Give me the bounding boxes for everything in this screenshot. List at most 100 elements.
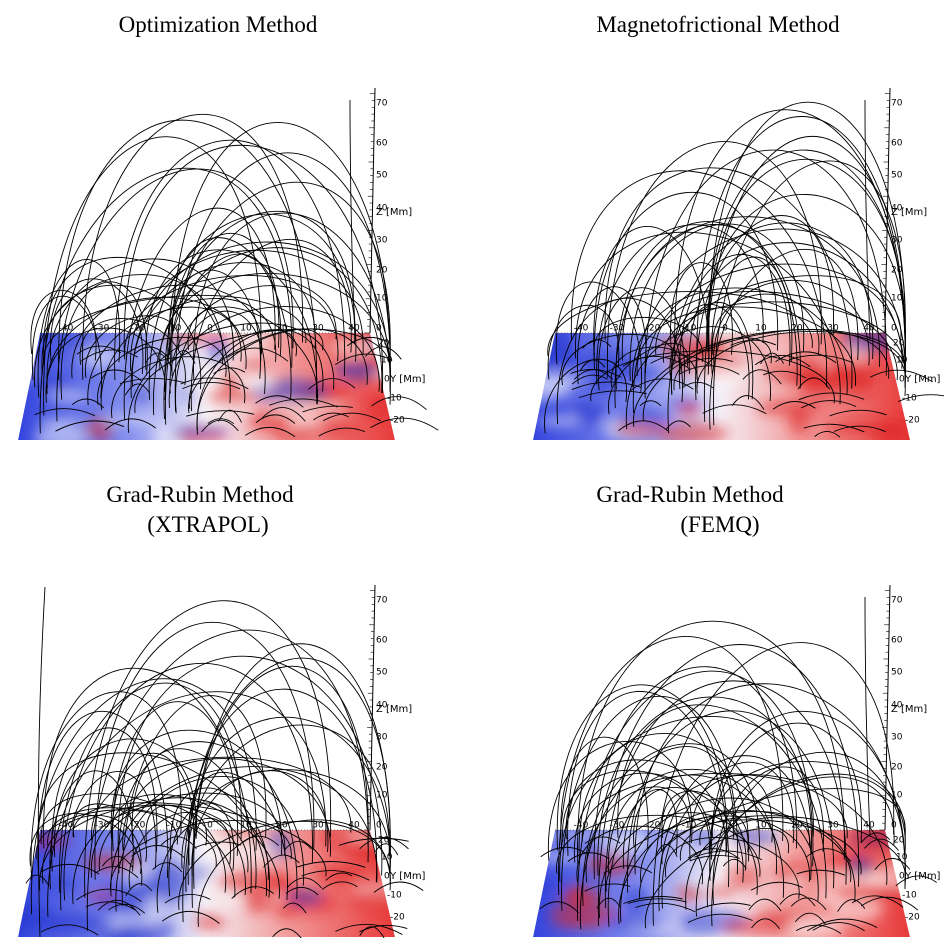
low-field-line: [374, 843, 399, 856]
blob: [676, 401, 702, 417]
blob: [237, 374, 273, 391]
low-field-line: [124, 383, 150, 396]
field-line: [31, 678, 257, 915]
field-line: [46, 296, 247, 395]
low-field-line: [261, 407, 306, 422]
z-tick-label: 30: [376, 733, 388, 743]
z-tick-label: 10: [376, 294, 388, 304]
y-tick-label: -10: [387, 891, 402, 901]
field-line: [71, 284, 262, 379]
low-field-line: [722, 858, 747, 869]
low-field-line: [269, 398, 338, 408]
z-tick-label: 20: [376, 763, 388, 773]
low-field-line: [373, 881, 424, 893]
field-line: [561, 333, 681, 386]
blob: [720, 918, 795, 935]
field-lines: [30, 99, 439, 438]
field-line: [652, 642, 895, 926]
blobs: [533, 830, 910, 937]
field-line: [169, 787, 270, 898]
blob: [838, 373, 875, 396]
blob: [113, 922, 156, 937]
field-line: [188, 328, 324, 414]
field-line: [627, 710, 835, 893]
low-field-line: [655, 844, 678, 857]
blob: [533, 349, 579, 371]
low-field-line: [119, 377, 185, 385]
field-line: [39, 804, 249, 891]
blob: [536, 416, 583, 427]
low-field-line: [285, 886, 319, 896]
low-field-line: [687, 848, 739, 859]
blob: [45, 391, 91, 403]
field-line: [713, 279, 870, 368]
field-line: [198, 819, 391, 927]
low-field-line: [584, 836, 621, 844]
low-field-line: [751, 918, 780, 930]
field-line: [604, 167, 853, 389]
field-line: [556, 684, 728, 853]
blob: [692, 360, 746, 388]
blob: [240, 333, 265, 350]
low-field-line: [860, 832, 891, 843]
low-field-line: [359, 836, 409, 850]
field-line: [63, 771, 157, 901]
blob: [83, 417, 114, 440]
blobs: [18, 830, 395, 937]
blob: [365, 396, 391, 418]
y-tick-label: -10: [387, 394, 402, 404]
field-line: [706, 194, 906, 354]
low-field-line: [80, 349, 139, 362]
field-line: [643, 329, 889, 421]
field-line: [84, 600, 331, 898]
low-field-line: [255, 414, 296, 424]
field-line: [678, 253, 791, 390]
field-line: [585, 786, 691, 883]
low-field-line: [540, 846, 588, 858]
blob: [206, 387, 257, 406]
field-line: [43, 136, 262, 416]
field-line: [111, 701, 239, 869]
open-field-line: [864, 99, 871, 341]
z-tick-label: 50: [891, 668, 903, 678]
blob: [154, 422, 179, 440]
z-tick-label: 30: [891, 733, 903, 743]
field-line: [42, 814, 142, 884]
field-line: [115, 776, 304, 912]
low-field-line: [272, 928, 302, 938]
low-field-line: [687, 913, 753, 924]
x-tick-label: 10: [755, 821, 767, 831]
low-field-line: [40, 924, 99, 936]
field-line: [593, 317, 704, 363]
blob: [788, 916, 845, 937]
blob: [219, 870, 295, 895]
low-field-line: [173, 350, 196, 364]
field-line: [59, 682, 242, 893]
z-tick-label: 20: [891, 763, 903, 773]
y-tick-label: 20: [378, 339, 390, 349]
field-line: [132, 262, 316, 387]
field-line: [593, 192, 779, 370]
blob: [615, 407, 674, 426]
field-line: [544, 358, 628, 434]
z-tick-label: 60: [376, 139, 388, 149]
x-tick-label: 10: [240, 821, 252, 831]
z-tick-label: 40: [891, 701, 903, 711]
z-tick-label: 70: [376, 596, 388, 606]
y-axis-label: Y [Mm]: [389, 871, 426, 882]
blob: [548, 902, 619, 924]
field-line: [47, 691, 327, 917]
low-field-line: [335, 353, 393, 365]
field-line: [658, 755, 812, 912]
x-tick-label: 40: [348, 821, 360, 831]
blob: [37, 417, 85, 427]
x-tick-label: 10: [240, 324, 252, 334]
field-line: [37, 752, 267, 897]
z-axis: [369, 584, 376, 831]
x-tick-label: 20: [276, 324, 288, 334]
blob: [815, 888, 843, 905]
low-field-line: [775, 351, 837, 364]
y-tick-label: 0: [384, 375, 390, 385]
low-field-line: [263, 854, 300, 868]
field-line: [164, 211, 356, 393]
